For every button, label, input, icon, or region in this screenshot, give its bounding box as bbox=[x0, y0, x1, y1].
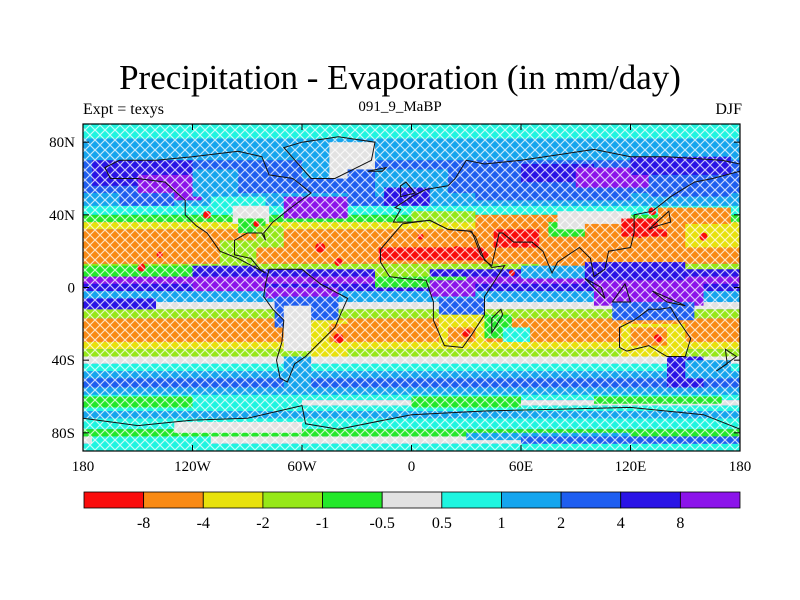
coastline-path bbox=[263, 268, 349, 383]
y-tick-label: 80N bbox=[49, 135, 75, 151]
colorbar: -8 -4 -2 -1 -0.5 0.5 1 2 4 8 bbox=[83, 491, 741, 532]
coastline-path bbox=[716, 348, 738, 372]
x-tick-label: 60E bbox=[509, 459, 533, 475]
colorbar-swatch bbox=[322, 491, 383, 509]
colorbar-swatch bbox=[620, 491, 681, 509]
colorbar-label: -4 bbox=[197, 515, 210, 532]
colorbar-swatch bbox=[441, 491, 502, 509]
y-tick-label: 80S bbox=[52, 426, 75, 442]
x-tick-label: 180 bbox=[729, 459, 752, 475]
plot-area bbox=[83, 124, 740, 451]
chart-title: Precipitation - Evaporation (in mm/day) bbox=[119, 58, 681, 97]
coastline-path bbox=[83, 404, 740, 451]
colorbar-swatch bbox=[501, 491, 562, 509]
coastline-path bbox=[104, 150, 312, 274]
coastline-path bbox=[648, 210, 672, 230]
hatch-texture bbox=[83, 124, 740, 451]
coastline-path bbox=[619, 306, 692, 357]
y-tick-label: 40N bbox=[49, 208, 75, 224]
colorbar-swatch bbox=[143, 491, 204, 509]
colorbar-swatch bbox=[83, 491, 145, 509]
coastline-path bbox=[367, 166, 388, 172]
x-tick-label: 120E bbox=[615, 459, 647, 475]
coastline-path bbox=[584, 277, 606, 299]
x-tick-label: 60W bbox=[287, 459, 317, 475]
coastline-path bbox=[392, 148, 740, 278]
colorbar-label: 0.5 bbox=[432, 515, 452, 532]
coastline-path bbox=[380, 219, 506, 349]
x-tick-label: 0 bbox=[408, 459, 416, 475]
colorbar-swatch bbox=[560, 491, 622, 509]
coastline-path bbox=[652, 290, 686, 307]
chart-subtitle-right: DJF bbox=[715, 101, 742, 118]
colorbar-label: -0.5 bbox=[370, 515, 395, 532]
chart-subtitle-left: Expt = texys bbox=[83, 101, 165, 118]
colorbar-label: -2 bbox=[256, 515, 269, 532]
coastline-path bbox=[282, 136, 376, 179]
coastline-path bbox=[611, 282, 632, 303]
colorbar-swatch bbox=[381, 491, 443, 509]
coastline bbox=[83, 136, 740, 451]
colorbar-swatch bbox=[202, 491, 264, 509]
x-tick-label: 180 bbox=[72, 459, 95, 475]
coastline-path bbox=[491, 308, 504, 335]
colorbar-label: 2 bbox=[557, 515, 565, 532]
chart-subtitle-center: 091_9_MaBP bbox=[358, 99, 442, 115]
colorbar-label: -8 bbox=[137, 515, 150, 532]
y-tick-label: 0 bbox=[68, 281, 76, 297]
axes: 180 120W 60W 0 60E 120E 180 80N 40N 0 40S 80S bbox=[49, 124, 751, 475]
colorbar-swatch bbox=[262, 491, 323, 509]
colorbar-label: -1 bbox=[316, 515, 329, 532]
x-tick-label: 120W bbox=[174, 459, 212, 475]
y-tick-label: 40S bbox=[52, 353, 75, 369]
colorbar-label: 4 bbox=[617, 515, 625, 532]
colorbar-label: 1 bbox=[497, 515, 505, 532]
colorbar-label: 8 bbox=[676, 515, 684, 532]
coastline-path bbox=[400, 181, 416, 198]
colorbar-swatch bbox=[679, 491, 741, 509]
